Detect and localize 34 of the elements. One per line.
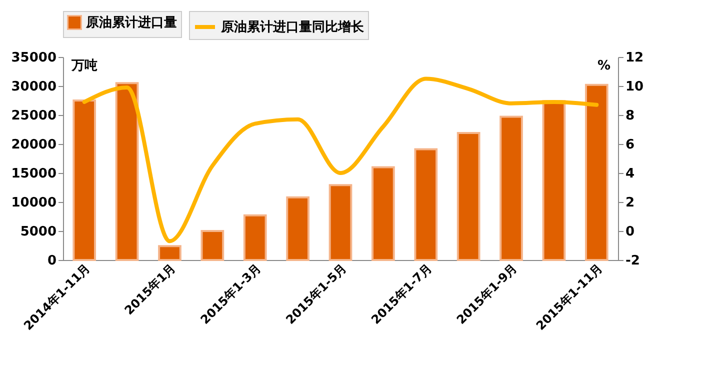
y2-tick-label: 6	[626, 138, 635, 152]
bar	[115, 82, 139, 261]
bar	[542, 100, 566, 261]
y-tick-label: 30000	[11, 80, 56, 94]
y2-tick-label: 10	[626, 80, 644, 94]
y-tick-label: 20000	[11, 138, 56, 152]
bar	[414, 148, 438, 261]
bar	[328, 184, 352, 261]
bar	[72, 100, 96, 261]
y-tick-label: 35000	[11, 50, 56, 66]
bar	[500, 116, 523, 261]
y-tick-label: 25000	[11, 108, 56, 124]
y-tick-label: 15000	[11, 166, 56, 182]
y2-tick-label: 2	[626, 196, 635, 210]
y-axis-title: 万吨	[70, 58, 98, 74]
bar	[158, 245, 182, 261]
bar	[200, 230, 224, 261]
y2-axis-title: %	[597, 58, 610, 74]
y2-tick-label: -2	[626, 254, 640, 268]
y-tick-label: 0	[47, 254, 56, 268]
bar	[372, 166, 395, 261]
line-series	[82, 76, 599, 244]
legend-label: 原油累计进口量同比增长	[220, 20, 365, 35]
legend-label: 原油累计进口量	[85, 16, 177, 30]
bar	[243, 214, 267, 261]
bar	[456, 132, 480, 261]
bar	[286, 196, 310, 261]
y2-tick-label: 4	[626, 166, 635, 182]
y2-tick-label: 12	[626, 50, 644, 66]
y2-tick-label: 8	[626, 108, 635, 124]
y2-tick-label: 0	[626, 224, 635, 240]
y-tick-label: 10000	[11, 196, 56, 210]
y-tick-label: 5000	[20, 224, 56, 240]
bar	[584, 84, 608, 261]
